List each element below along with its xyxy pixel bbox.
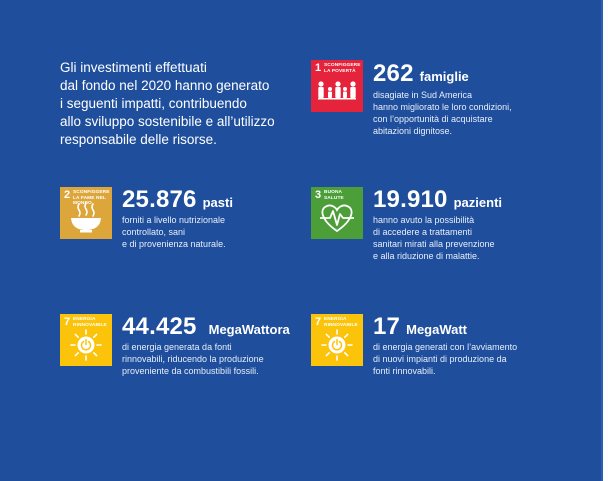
sun-power-icon [70,329,102,361]
sdg-label: Sconfiggere la fame nel mondo [73,190,110,206]
sdg-label: Buona salute [324,190,344,201]
sdg-number: 7 [315,316,322,328]
metric-value: 17 [373,313,401,340]
sdg2-tile: 2 Sconfiggere la fame nel mondo [60,187,112,239]
sdg-label: Energia rinnovabile [73,317,107,328]
metric-unit: pasti [202,195,233,210]
sdg7-tile: 7 Energia rinnovabile [311,314,363,366]
metric-unit: famiglie [419,69,469,84]
sdg7-tile: 7 Energia rinnovabile [60,314,112,366]
metric-description: hanno avuto la possibilità di accedere a… [373,215,495,261]
metric-families: 262 famiglie [373,62,469,86]
metric-description: disagiate in Sud America hanno migliorat… [373,90,512,136]
metric-description: di energia generati con l’avviamento di … [373,342,518,376]
sdg-number: 2 [64,189,71,201]
sdg1-tile: 1 Sconfiggere la povertà [311,60,363,112]
intro-text: Gli investimenti effettuati dal fondo ne… [60,60,275,147]
metric-unit: MegaWatt [406,322,468,337]
metric-value: 44.425 [122,313,197,340]
sdg-label: Energia rinnovabile [324,317,358,328]
metric-value: 19.910 [373,186,448,213]
metric-value: 25.876 [122,186,197,213]
bowl-icon [71,202,101,233]
heartbeat-icon [320,204,354,233]
metric-description: di energia generata da fonti rinnovabili… [122,342,264,376]
sdg-label: Sconfiggere la povertà [324,63,361,74]
sdg3-tile: 3 Buona salute [311,187,363,239]
metric-unit: MegaWattora [208,322,290,337]
sdg-number: 3 [315,189,322,201]
sdg-number: 1 [315,62,322,74]
metric-patients: 19.910 pazienti [373,188,502,212]
metric-value: 262 [373,60,414,87]
metric-unit: pazienti [453,195,503,210]
sdg-number: 7 [64,316,71,328]
sun-power-icon [321,329,353,361]
metric-energy-mwh: 44.425 MegaWattora [122,315,290,339]
metric-energy-mw: 17 MegaWatt [373,315,467,339]
metric-meals: 25.876 pasti [122,188,233,212]
metric-description: forniti a livello nutrizionale controlla… [122,215,226,249]
family-icon [318,81,356,100]
